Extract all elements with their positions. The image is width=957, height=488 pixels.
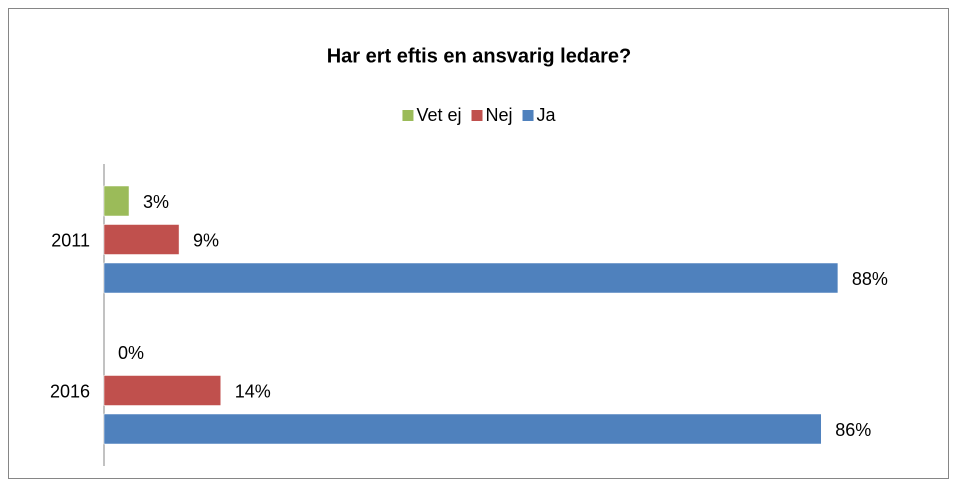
bar bbox=[103, 413, 822, 445]
chart-title: Har ert eftis en ansvarig ledare? bbox=[327, 45, 632, 67]
value-label: 9% bbox=[193, 230, 219, 250]
value-label: 3% bbox=[143, 192, 169, 212]
legend-swatch bbox=[471, 110, 483, 121]
bar bbox=[103, 262, 839, 294]
legend-label: Nej bbox=[486, 105, 513, 125]
legend-label: Ja bbox=[537, 105, 557, 125]
legend-swatch bbox=[522, 110, 534, 121]
value-label: 86% bbox=[835, 420, 871, 440]
legend-label: Vet ej bbox=[416, 105, 461, 125]
bar bbox=[103, 224, 180, 255]
bar bbox=[103, 185, 130, 217]
value-label: 14% bbox=[235, 381, 271, 401]
value-label: 0% bbox=[118, 343, 144, 363]
legend-swatch bbox=[402, 110, 414, 121]
value-label: 88% bbox=[852, 269, 888, 289]
y-tick-label: 2016 bbox=[50, 381, 90, 401]
y-tick-label: 2011 bbox=[51, 230, 90, 250]
bar bbox=[103, 375, 222, 406]
